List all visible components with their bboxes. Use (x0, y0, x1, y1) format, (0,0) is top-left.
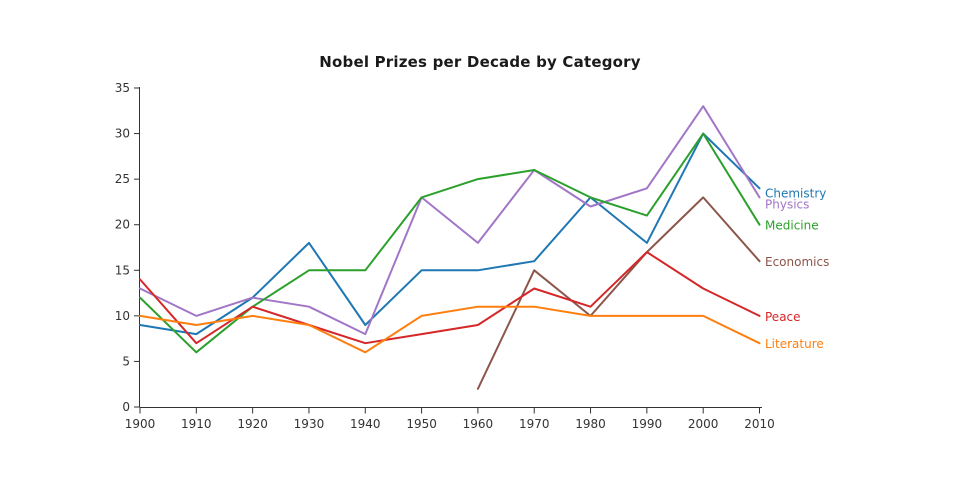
series-line-peace (139, 251, 761, 345)
x-tick-label: 1940 (350, 417, 381, 431)
chart-title: Nobel Prizes per Decade by Category (319, 53, 641, 71)
series-label-literature: Literature (765, 337, 824, 351)
y-tick-label: 10 (115, 309, 130, 323)
series-line-physics (139, 105, 761, 336)
y-tick-label: 35 (115, 81, 130, 95)
x-tick-label: 1960 (463, 417, 494, 431)
x-tick-label: 2010 (744, 417, 775, 431)
series-line-medicine (139, 132, 761, 354)
y-tick-label: 30 (115, 127, 130, 141)
series-line-chemistry (139, 132, 761, 336)
x-tick-label: 1930 (294, 417, 325, 431)
y-tick-label: 0 (122, 400, 130, 414)
x-tick-label: 1910 (181, 417, 212, 431)
x-tick-label: 1900 (125, 417, 156, 431)
series-label-economics: Economics (765, 255, 829, 269)
x-tick-label: 2000 (688, 417, 719, 431)
x-tick-label: 1980 (575, 417, 606, 431)
series-label-medicine: Medicine (765, 219, 819, 233)
series-line-literature (139, 305, 761, 354)
x-tick-label: 1970 (519, 417, 550, 431)
x-tick-label: 1950 (406, 417, 437, 431)
series-label-physics: Physics (765, 197, 809, 211)
series-label-peace: Peace (765, 310, 801, 324)
y-tick-label: 20 (115, 218, 130, 232)
y-tick-label: 25 (115, 172, 130, 186)
series-label-chemistry: Chemistry (765, 186, 826, 200)
y-tick-label: 15 (115, 263, 130, 277)
x-tick-label: 1990 (632, 417, 663, 431)
series-line-economics (476, 196, 761, 390)
x-tick-label: 1920 (237, 417, 268, 431)
y-tick-label: 5 (122, 354, 130, 368)
